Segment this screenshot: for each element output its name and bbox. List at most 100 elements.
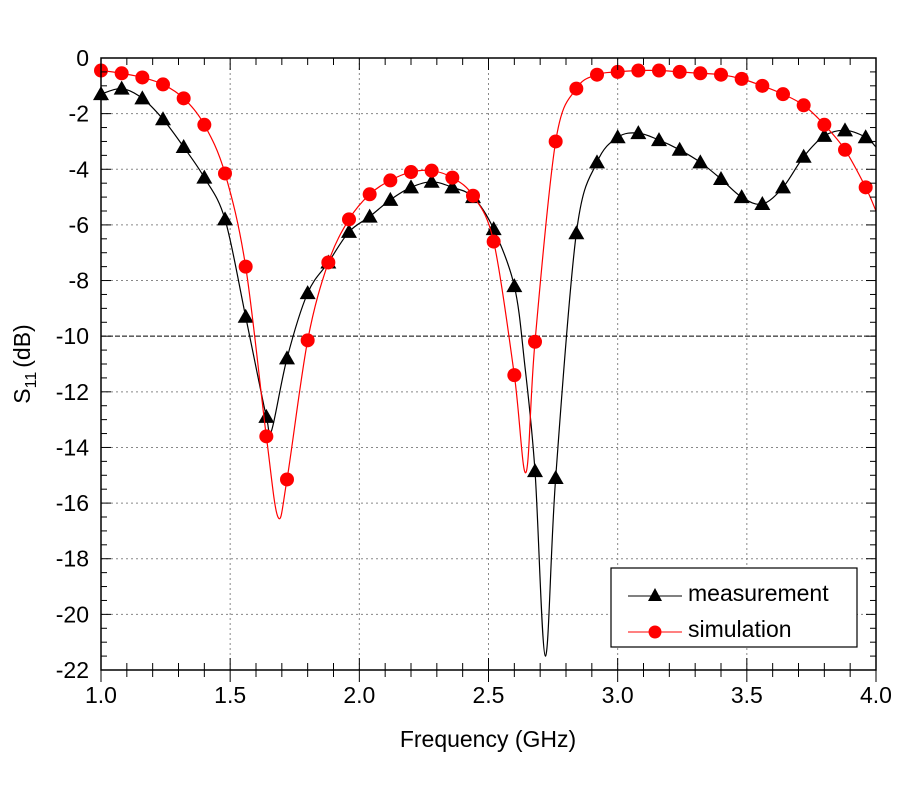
axis-ticks — [100, 57, 877, 682]
measurement-marker — [547, 470, 564, 485]
x-tick-label: 1.5 — [214, 682, 246, 708]
x-tick-label: 4.0 — [860, 682, 892, 708]
legend-simulation-circle-icon — [648, 625, 662, 639]
y-label-main: S — [9, 388, 35, 403]
measurement-marker — [837, 122, 853, 137]
simulation-marker — [817, 117, 832, 132]
x-axis-label: Frequency (GHz) — [400, 726, 576, 752]
measurement-marker — [713, 171, 729, 186]
measurement-marker — [609, 129, 626, 144]
simulation-marker — [858, 180, 873, 195]
measurement-marker — [775, 179, 791, 194]
measurement-marker — [444, 179, 461, 194]
measurement-marker — [175, 139, 192, 154]
y-tick-label: -22 — [56, 657, 89, 683]
simulation-marker — [528, 334, 542, 349]
legend-measurement-label: measurement — [688, 580, 829, 606]
x-tick-label: 3.5 — [731, 682, 763, 708]
x-tick-label: 2.5 — [473, 682, 505, 708]
simulation-marker — [776, 87, 790, 102]
measurement-marker — [217, 211, 233, 226]
y-tick-label: -6 — [69, 212, 89, 238]
measurement-marker — [857, 129, 874, 144]
y-tick-label: -16 — [56, 490, 89, 516]
measurement-marker — [403, 179, 419, 194]
simulation-marker — [548, 134, 563, 149]
simulation-marker — [590, 67, 604, 82]
y-label-sub: 11 — [23, 372, 40, 389]
measurement-marker — [630, 125, 647, 140]
y-tick-label: 0 — [76, 45, 89, 71]
y-tick-labels: 0 -2 -4 -6 -8 -10 -12 -14 -16 -18 -20 -22 — [56, 45, 89, 683]
measurement-marker — [733, 189, 750, 204]
simulation-marker — [197, 117, 212, 132]
measurement-marker — [754, 196, 771, 211]
measurement-marker — [527, 463, 543, 478]
x-tick-labels: 1.0 1.5 2.0 2.5 3.0 3.5 4.0 — [85, 682, 892, 708]
simulation-marker — [610, 64, 625, 79]
simulation-marker — [176, 91, 191, 106]
simulation-marker — [652, 63, 666, 78]
simulation-marker — [280, 472, 294, 487]
y-tick-label: -8 — [69, 268, 89, 294]
measurement-marker — [651, 132, 667, 147]
measurement-marker — [568, 225, 585, 240]
measurement-marker — [258, 408, 275, 423]
y-axis-label: S11 (dB) — [9, 324, 40, 403]
measurement-marker — [382, 191, 399, 206]
simulation-marker — [362, 187, 377, 202]
simulation-marker — [693, 66, 708, 81]
measurement-line — [100, 87, 877, 657]
simulation-marker — [466, 188, 480, 203]
simulation-marker — [404, 165, 418, 180]
simulation-marker — [838, 142, 852, 157]
y-tick-label: -2 — [69, 101, 89, 127]
y-tick-label: -4 — [69, 156, 90, 182]
x-tick-label: 2.0 — [343, 682, 375, 708]
simulation-marker — [300, 333, 315, 348]
simulation-marker — [321, 255, 336, 270]
measurement-marker — [113, 80, 130, 95]
simulation-marker — [631, 63, 646, 78]
measurement-marker — [795, 148, 812, 163]
simulation-marker — [569, 81, 584, 96]
y-tick-label: -12 — [56, 379, 89, 405]
simulation-marker — [507, 368, 522, 383]
measurement-marker — [423, 173, 440, 188]
y-tick-label: -10 — [56, 323, 89, 349]
simulation-marker — [714, 67, 728, 82]
y-label-unit: (dB) — [9, 324, 35, 367]
measurement-marker — [506, 278, 523, 293]
measurement-marker — [589, 154, 605, 169]
x-tick-label: 1.0 — [85, 682, 117, 708]
series-layer — [93, 63, 877, 657]
simulation-marker — [445, 170, 460, 185]
simulation-marker — [424, 163, 439, 178]
legend: measurement simulation — [610, 567, 858, 648]
measurement-marker — [485, 221, 502, 236]
measurement-marker — [134, 90, 151, 105]
measurement-marker — [196, 169, 213, 184]
y-tick-label: -18 — [56, 546, 89, 572]
simulation-marker — [755, 78, 770, 93]
simulation-marker — [672, 64, 687, 79]
y-tick-label: -14 — [56, 434, 89, 460]
measurement-marker — [692, 154, 709, 169]
y-tick-label: -20 — [56, 601, 89, 627]
measurement-marker — [341, 223, 357, 238]
x-tick-label: 3.0 — [602, 682, 634, 708]
measurement-marker — [671, 141, 688, 156]
simulation-marker — [218, 166, 232, 181]
measurement-marker — [299, 285, 316, 300]
simulation-marker — [135, 70, 150, 85]
simulation-marker — [796, 98, 811, 113]
simulation-marker — [238, 259, 253, 274]
simulation-marker — [342, 212, 356, 227]
legend-simulation-label: simulation — [688, 616, 792, 642]
simulation-marker — [156, 77, 170, 92]
measurement-marker — [155, 111, 171, 126]
simulation-marker — [114, 66, 129, 81]
simulation-marker — [734, 71, 749, 86]
measurement-marker — [237, 308, 254, 323]
